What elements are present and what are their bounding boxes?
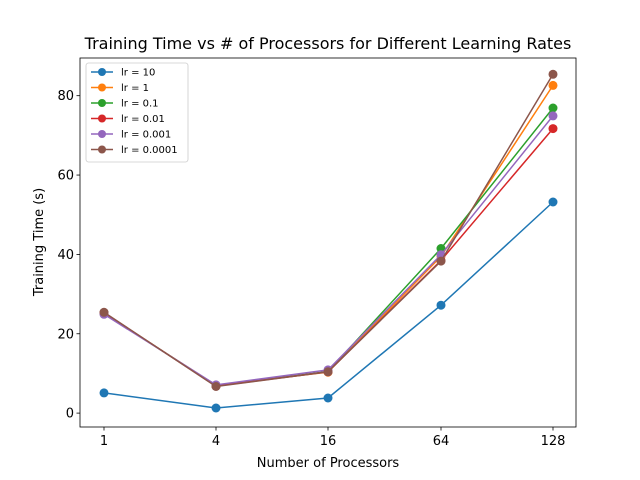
data-point — [99, 388, 109, 398]
legend-label: lr = 0.001 — [121, 130, 171, 141]
data-point — [548, 103, 558, 113]
legend-label: lr = 0.1 — [121, 99, 159, 110]
legend-marker — [98, 130, 106, 138]
x-tick-label: 16 — [320, 434, 337, 449]
data-point — [211, 382, 221, 391]
legend: lr = 10 lr = 1 lr = 0.1 lr = 0.01 lr = 0.001… — [85, 62, 189, 163]
chart-title: Training Time vs # of Processors for Dif… — [84, 34, 572, 53]
y-tick-label: 20 — [57, 327, 74, 342]
legend-item: lr = 0.0001 — [91, 145, 178, 156]
legend-marker — [98, 83, 106, 92]
data-point — [99, 307, 109, 317]
y-tick-label: 40 — [57, 248, 74, 263]
y-tick-label: 0 — [66, 407, 74, 422]
legend-marker — [98, 145, 106, 154]
legend-label: lr = 0.01 — [121, 114, 165, 125]
data-point — [436, 256, 446, 266]
legend-item: lr = 0.01 — [91, 114, 165, 125]
data-point — [211, 403, 221, 413]
x-tick-label: 4 — [212, 434, 220, 449]
data-point — [548, 69, 558, 79]
data-point — [548, 124, 558, 134]
data-point — [436, 244, 446, 253]
data-point — [323, 367, 333, 377]
legend-label: lr = 1 — [121, 83, 149, 94]
series-5 — [99, 69, 558, 391]
data-point — [548, 197, 558, 207]
y-axis-label: Training Time (s) — [32, 188, 47, 297]
x-axis-label: Number of Processors — [257, 456, 400, 471]
axes-layer: 0 20 40 60 80 1 4 16 64 128 — [57, 57, 577, 449]
legend-label: lr = 0.0001 — [121, 145, 178, 156]
x-tick-label: 64 — [433, 434, 450, 449]
series-0 — [99, 197, 558, 413]
legend-marker — [98, 68, 106, 76]
data-point — [548, 80, 558, 90]
data-point — [436, 300, 446, 310]
legend-marker — [98, 114, 106, 123]
legend-item: lr = 1 — [91, 83, 149, 94]
x-tick-label: 1 — [100, 434, 108, 449]
data-point — [323, 393, 333, 403]
legend-marker — [98, 99, 106, 107]
legend-item: lr = 0.001 — [91, 130, 171, 141]
legend-item: lr = 0.1 — [91, 99, 159, 110]
legend-label: lr = 10 — [121, 68, 155, 79]
data-point — [548, 111, 558, 121]
x-tick-label: 128 — [541, 434, 566, 449]
series-layer — [99, 69, 558, 413]
y-tick-label: 80 — [57, 89, 74, 104]
legend-item: lr = 10 — [91, 68, 155, 79]
y-tick-label: 60 — [57, 169, 74, 184]
